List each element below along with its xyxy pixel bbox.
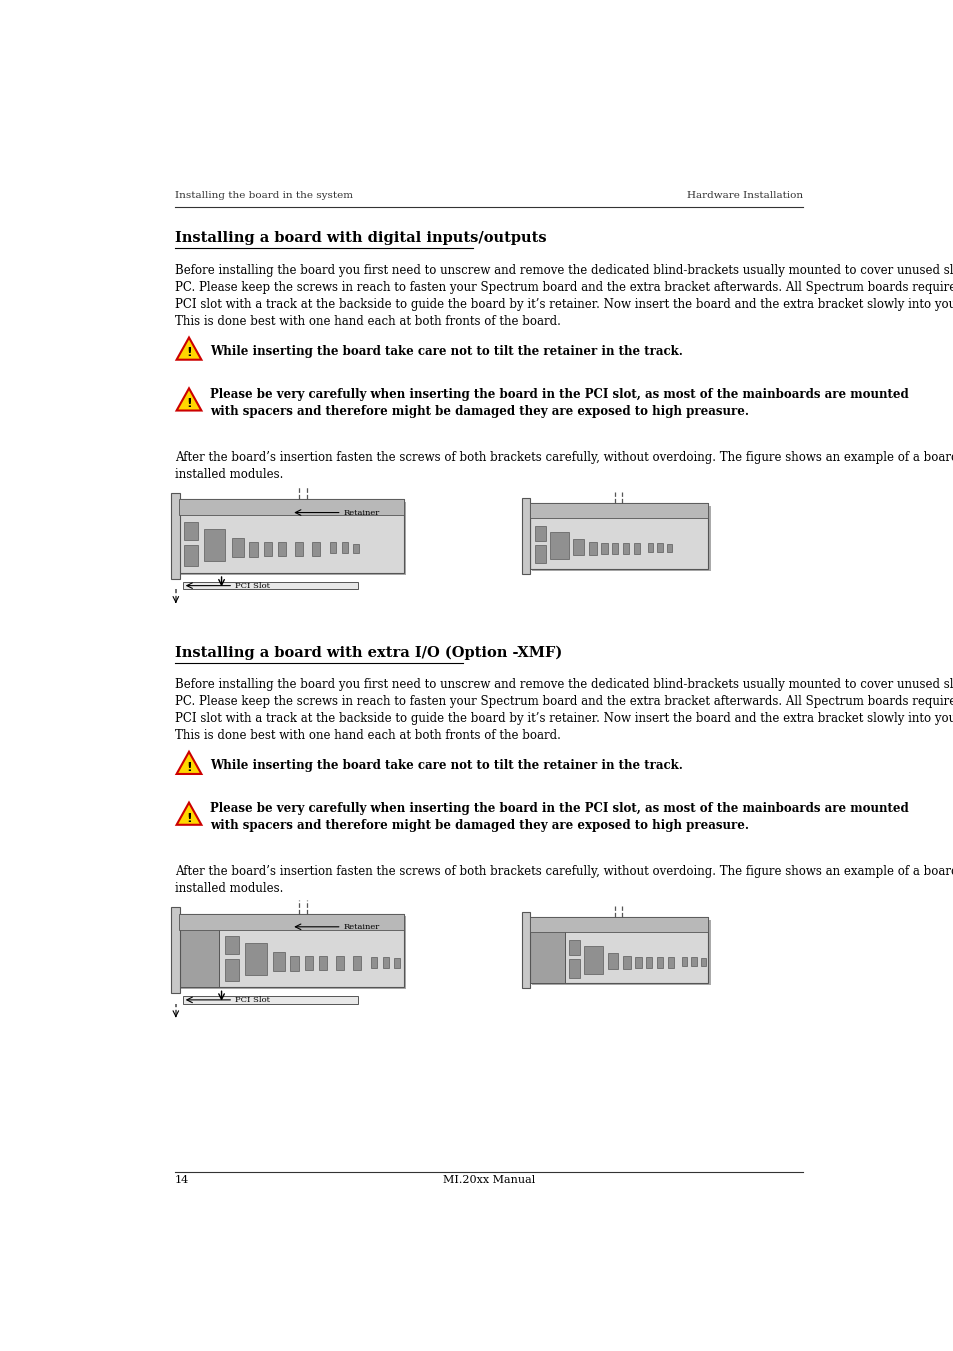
Bar [534,526,546,540]
Bar [353,544,358,554]
Text: Retainer: Retainer [343,923,379,931]
Bar [534,544,546,563]
Bar [530,917,564,984]
Bar [312,542,319,555]
Bar [532,920,710,985]
Text: Installing a board with extra I/O (Option -XMF): Installing a board with extra I/O (Optio… [174,646,561,661]
Text: After the board’s insertion fasten the screws of both brackets carefully, withou: After the board’s insertion fasten the s… [174,865,953,896]
Text: Before installing the board you first need to unscrew and remove the dedicated b: Before installing the board you first ne… [174,678,953,742]
Bar [273,952,285,971]
Bar [645,957,652,969]
Polygon shape [176,751,201,774]
Bar [335,957,344,970]
Bar [550,532,568,559]
Bar [183,996,357,1004]
Text: !: ! [186,761,192,774]
Bar [341,543,348,554]
Text: Retainer: Retainer [343,508,379,516]
Text: Hardware Installation: Hardware Installation [686,192,802,200]
Bar [330,543,335,554]
Bar [179,500,403,516]
Bar [225,936,239,954]
Text: 14: 14 [174,1175,189,1185]
Bar [171,493,180,578]
Text: Installing a board with digital inputs/outputs: Installing a board with digital inputs/o… [174,231,546,246]
Polygon shape [176,338,201,359]
Bar [666,544,671,551]
Text: PCI Slot: PCI Slot [234,996,270,1004]
Bar [681,957,686,966]
Polygon shape [176,802,201,824]
Bar [530,917,707,984]
Bar [184,544,198,566]
Text: Please be very carefully when inserting the board in the PCI slot, as most of th: Please be very carefully when inserting … [210,802,907,832]
Text: !: ! [186,812,192,824]
Bar [657,543,661,551]
Bar [179,913,403,929]
Text: Installing the board in the system: Installing the board in the system [174,192,353,200]
Bar [657,957,662,969]
Text: Please be very carefully when inserting the board in the PCI slot, as most of th: Please be very carefully when inserting … [210,388,907,417]
Bar [568,959,579,978]
Bar [353,957,360,970]
Bar [184,521,198,540]
Bar [179,913,403,986]
Bar [530,503,707,569]
Bar [264,542,272,555]
Bar [183,582,357,589]
Text: !: ! [186,346,192,359]
Bar [232,538,244,557]
Bar [290,957,298,971]
Text: MI.20xx Manual: MI.20xx Manual [442,1175,535,1185]
Bar [622,543,629,554]
Bar [171,908,180,993]
Text: PCI Slot: PCI Slot [234,582,270,589]
Bar [635,957,641,969]
Bar [382,957,389,967]
Text: After the board’s insertion fasten the screws of both brackets carefully, withou: After the board’s insertion fasten the s… [174,451,953,481]
Bar [647,543,653,551]
Bar [573,539,583,555]
Bar [245,943,266,975]
Bar [294,542,303,555]
Bar [583,946,602,974]
Bar [394,958,399,967]
Bar [612,543,618,554]
Bar [521,497,530,574]
Bar [319,957,327,970]
Bar [532,505,710,571]
Polygon shape [176,388,201,411]
Bar [249,542,257,557]
Bar [622,957,630,969]
Bar [371,957,377,967]
Text: Before installing the board you first need to unscrew and remove the dedicated b: Before installing the board you first ne… [174,263,953,328]
Bar [521,912,530,989]
Bar [633,543,639,554]
Bar [181,916,406,989]
Bar [225,959,239,981]
Text: !: ! [186,397,192,411]
Bar [607,952,618,969]
Bar [181,501,406,574]
Bar [179,500,403,573]
Text: While inserting the board take care not to tilt the retainer in the track.: While inserting the board take care not … [210,759,682,771]
Bar [278,542,286,555]
Bar [530,917,707,932]
Bar [700,958,705,966]
Bar [600,543,607,554]
Bar [204,528,225,561]
Bar [305,957,313,970]
Bar [179,913,219,986]
Bar [588,542,596,555]
Bar [667,957,674,969]
Text: While inserting the board take care not to tilt the retainer in the track.: While inserting the board take care not … [210,345,682,358]
Bar [530,503,707,517]
Bar [568,940,579,955]
Bar [691,957,696,966]
